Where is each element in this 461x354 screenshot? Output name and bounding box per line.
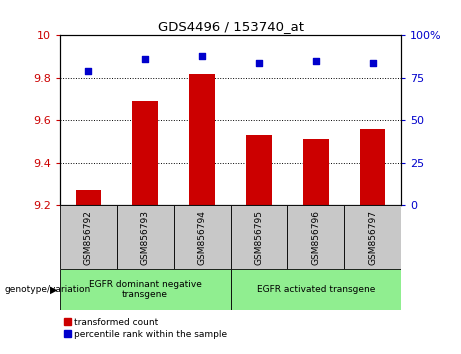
Point <box>312 58 319 64</box>
Bar <box>60 205 117 269</box>
Text: GSM856796: GSM856796 <box>311 210 320 266</box>
Text: genotype/variation: genotype/variation <box>5 285 91 294</box>
Bar <box>174 205 230 269</box>
Bar <box>117 205 174 269</box>
Text: GSM856797: GSM856797 <box>368 210 377 266</box>
Text: EGFR dominant negative
transgene: EGFR dominant negative transgene <box>89 280 201 299</box>
Text: ▶: ▶ <box>50 284 58 295</box>
Point <box>369 60 376 65</box>
Bar <box>287 205 344 269</box>
Bar <box>303 139 329 205</box>
Text: GSM856795: GSM856795 <box>254 210 263 266</box>
Text: GSM856793: GSM856793 <box>141 210 150 266</box>
Bar <box>230 269 401 310</box>
Point <box>198 53 206 59</box>
Text: EGFR activated transgene: EGFR activated transgene <box>257 285 375 294</box>
Bar <box>360 129 385 205</box>
Bar <box>76 190 101 205</box>
Point <box>255 60 263 65</box>
Text: GSM856794: GSM856794 <box>198 210 207 265</box>
Text: GSM856792: GSM856792 <box>84 210 93 265</box>
Bar <box>230 205 287 269</box>
Legend: transformed count, percentile rank within the sample: transformed count, percentile rank withi… <box>65 318 227 338</box>
Bar <box>60 269 230 310</box>
Bar <box>132 101 158 205</box>
Title: GDS4496 / 153740_at: GDS4496 / 153740_at <box>158 20 303 33</box>
Point <box>142 56 149 62</box>
Bar <box>246 135 272 205</box>
Bar <box>344 205 401 269</box>
Bar <box>189 74 215 205</box>
Point <box>85 68 92 74</box>
